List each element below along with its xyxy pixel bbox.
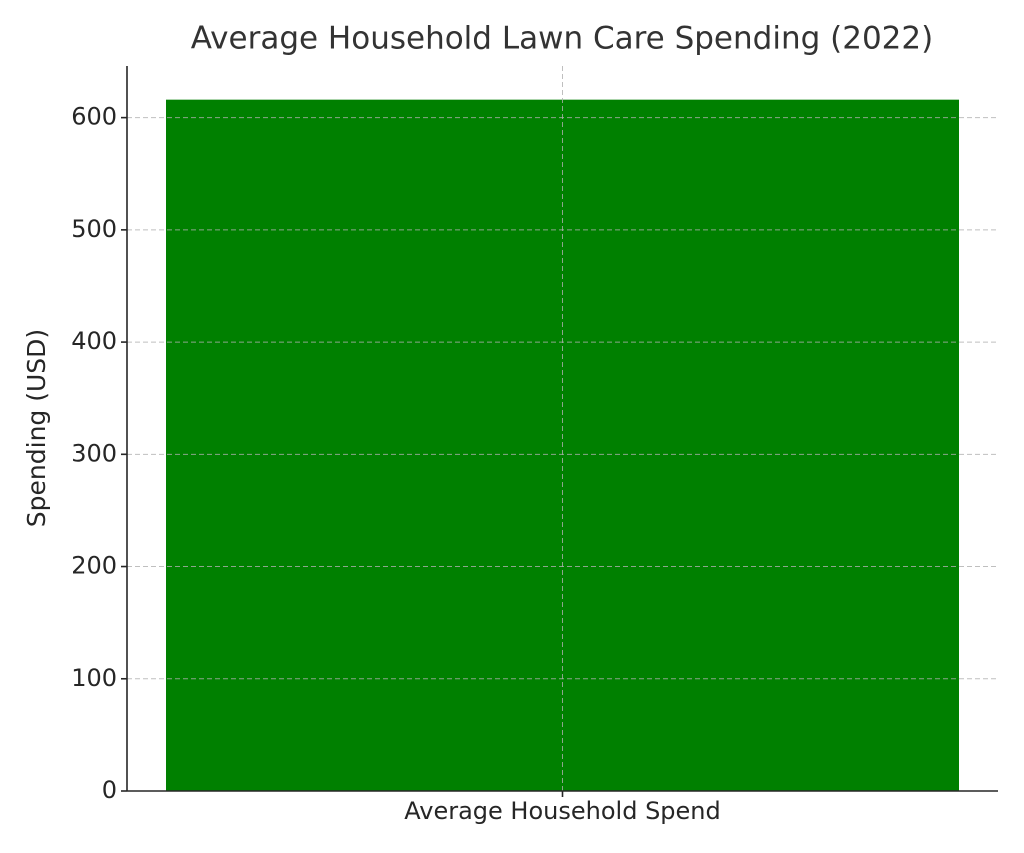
y-tick-label: 0 bbox=[102, 776, 117, 804]
y-tick-label: 400 bbox=[71, 327, 117, 355]
y-tick-label: 300 bbox=[71, 439, 117, 467]
y-tick-label: 200 bbox=[71, 552, 117, 580]
y-tick-label: 100 bbox=[71, 664, 117, 692]
chart-title: Average Household Lawn Care Spending (20… bbox=[191, 21, 933, 57]
y-tick-label: 500 bbox=[71, 215, 117, 243]
y-axis-label: Spending (USD) bbox=[22, 329, 51, 527]
y-tick-label: 600 bbox=[71, 103, 117, 131]
x-tick-label: Average Household Spend bbox=[404, 797, 721, 825]
